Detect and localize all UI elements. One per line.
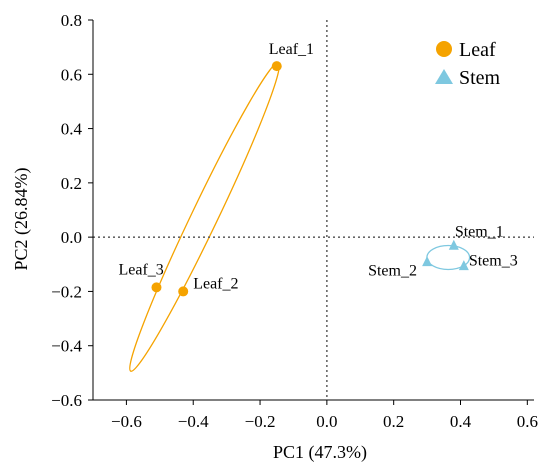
legend: Leaf Stem	[435, 39, 501, 89]
x-axis-ticks: −0.6 −0.4 −0.2 0.0 0.2 0.4 0.6	[111, 400, 538, 431]
legend-stem-marker	[435, 69, 453, 84]
label-stem-3: Stem_3	[469, 253, 518, 270]
x-tick-label: 0.2	[383, 412, 404, 431]
point-leaf-3	[151, 282, 162, 293]
x-tick-label: −0.2	[245, 412, 276, 431]
label-stem-1: Stem_1	[455, 223, 504, 240]
data-points	[151, 61, 469, 297]
y-axis-ticks: −0.6 −0.4 −0.2 0.0 0.2 0.4 0.6 0.8	[51, 11, 93, 410]
label-stem-2: Stem_2	[368, 263, 417, 280]
point-stem-2	[422, 256, 433, 267]
label-leaf-1: Leaf_1	[269, 41, 314, 58]
y-tick-label: −0.4	[51, 337, 82, 356]
label-leaf-3: Leaf_3	[118, 261, 163, 278]
point-stem-1	[448, 239, 459, 250]
legend-leaf-marker	[436, 41, 452, 57]
x-axis-label: PC1 (47.3%)	[273, 442, 367, 463]
point-leaf-2	[178, 286, 189, 297]
confidence-ellipses	[129, 61, 471, 372]
legend-stem-label: Stem	[459, 67, 501, 89]
point-stem-3	[458, 260, 469, 271]
point-leaf-1	[271, 61, 282, 72]
label-leaf-2: Leaf_2	[193, 275, 238, 292]
y-tick-label: 0.6	[61, 65, 82, 84]
y-tick-label: −0.2	[51, 282, 82, 301]
x-tick-label: −0.4	[178, 412, 209, 431]
y-axis-label: PC2 (26.84%)	[11, 167, 32, 270]
data-point-labels: Leaf_1 Leaf_2 Leaf_3 Stem_1 Stem_2 Stem_3	[118, 41, 517, 292]
x-tick-label: 0.6	[517, 412, 538, 431]
y-tick-label: 0.8	[61, 11, 82, 30]
y-tick-label: 0.2	[61, 174, 82, 193]
x-tick-label: 0.0	[316, 412, 337, 431]
legend-leaf-label: Leaf	[459, 39, 496, 61]
y-tick-label: 0.0	[61, 228, 82, 247]
leaf-confidence-ellipse	[129, 61, 281, 372]
x-tick-label: 0.4	[450, 412, 472, 431]
x-tick-label: −0.6	[111, 412, 142, 431]
y-tick-label: 0.4	[61, 120, 83, 139]
y-tick-label: −0.6	[51, 391, 82, 410]
